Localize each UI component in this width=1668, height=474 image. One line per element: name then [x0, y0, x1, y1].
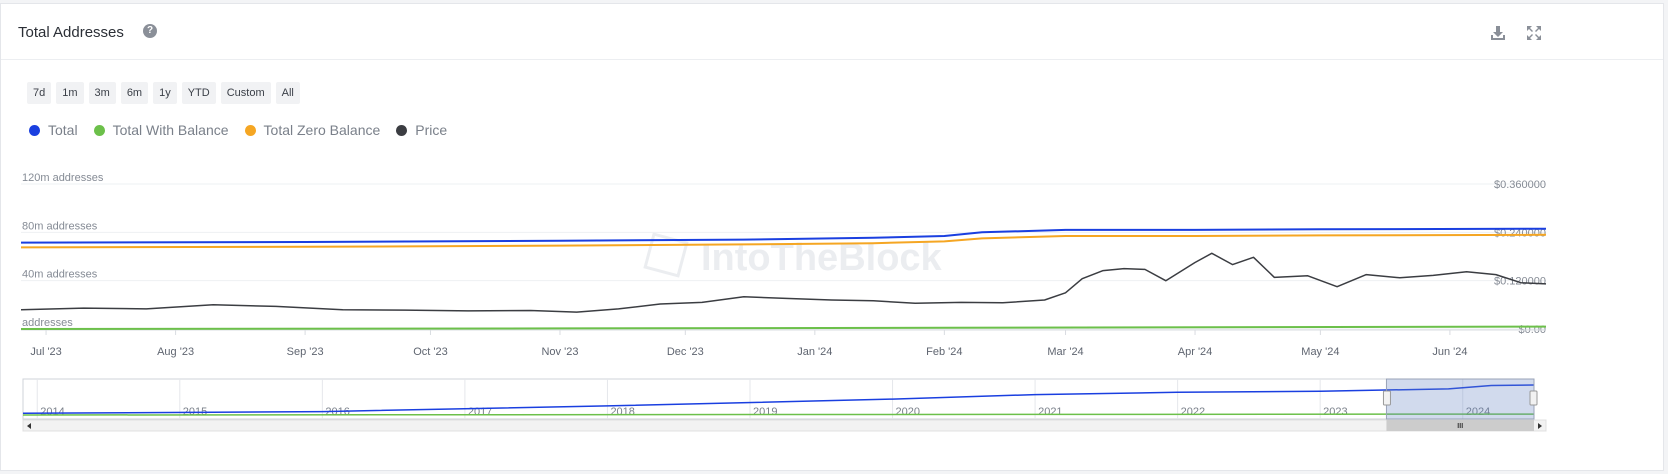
right-axis-tick-label: $0.360000 — [1494, 179, 1546, 191]
series-line-total-zero-balance — [20, 233, 1547, 249]
right-axis-tick-label: $0.240000 — [1494, 227, 1546, 239]
x-axis-tick-label: Jul '23 — [30, 346, 61, 358]
legend-label: Total With Balance — [112, 122, 229, 138]
navigator-year-label: 2020 — [896, 406, 920, 418]
left-axis-tick-label: addresses — [22, 317, 73, 329]
range-button-1y[interactable]: 1y — [153, 82, 177, 104]
navigator-balance-line — [22, 413, 1535, 416]
download-icon[interactable] — [1489, 24, 1507, 42]
legend-label: Total Zero Balance — [263, 122, 381, 138]
navigator-year-label: 2021 — [1038, 406, 1062, 418]
range-button-3m[interactable]: 3m — [88, 82, 116, 104]
navigator-year-label: 2023 — [1323, 406, 1347, 418]
navigator-year-label: 2022 — [1181, 406, 1205, 418]
legend-label: Price — [415, 122, 448, 138]
legend-marker — [29, 124, 40, 136]
series-line-price — [20, 252, 1547, 313]
range-button-all[interactable]: All — [275, 82, 300, 104]
left-axis-tick-label: 40m addresses — [22, 269, 98, 281]
scroll-right-arrow-icon[interactable] — [1538, 423, 1542, 429]
x-axis-tick-label: Jan '24 — [797, 346, 832, 358]
series-line-total-with-balance — [20, 325, 1547, 330]
left-axis-tick-label: 120m addresses — [22, 172, 104, 184]
x-axis-tick-label: Sep '23 — [287, 346, 324, 358]
fullscreen-icon[interactable] — [1525, 24, 1543, 42]
x-axis-tick-label: Oct '23 — [413, 346, 448, 358]
navigator-year-label: 2014 — [40, 406, 64, 418]
left-axis-tick-label: 80m addresses — [22, 220, 98, 232]
navigator-year-label: 2024 — [1466, 406, 1490, 418]
legend-label: Total — [48, 122, 78, 138]
range-button-ytd[interactable]: YTD — [181, 82, 216, 104]
legend-marker — [396, 124, 408, 136]
navigator-selection — [1385, 378, 1535, 420]
navigator-year-label: 2018 — [610, 406, 634, 418]
chart-card: Total Addresses ? 7d 1m 3m 6m 1y YTD Custom All… — [0, 3, 1664, 471]
x-axis-tick-label: Dec '23 — [667, 346, 704, 358]
card-title: Total Addresses — [18, 24, 124, 41]
range-button-7d[interactable]: 7d — [27, 82, 52, 104]
range-button-1m[interactable]: 1m — [56, 82, 84, 104]
watermark-logo-icon — [643, 232, 689, 278]
x-axis-tick-label: Mar '24 — [1047, 346, 1083, 358]
scroll-left-arrow-icon[interactable] — [27, 423, 31, 429]
legend-marker — [244, 124, 256, 136]
legend-item-price[interactable]: Price — [396, 122, 447, 138]
x-axis-tick-label: Feb '24 — [926, 346, 962, 358]
legend-marker — [93, 124, 105, 136]
x-axis-tick-label: May '24 — [1301, 346, 1339, 358]
navigator-right-handle[interactable] — [1529, 390, 1538, 406]
help-icon[interactable]: ? — [143, 24, 157, 38]
range-button-custom[interactable]: Custom — [220, 82, 271, 104]
range-selector: 7d 1m 3m 6m 1y YTD Custom All — [27, 82, 300, 104]
navigator-left-handle[interactable] — [1382, 390, 1391, 406]
legend-item-total[interactable]: Total — [29, 122, 78, 138]
x-axis-tick-label: Nov '23 — [541, 346, 578, 358]
series-line-total — [20, 227, 1547, 244]
x-axis-tick-label: Apr '24 — [1178, 346, 1213, 358]
navigator-frame — [22, 378, 1535, 420]
x-axis-tick-label: Aug '23 — [157, 346, 194, 358]
legend-item-total-zero-balance[interactable]: Total Zero Balance — [244, 122, 381, 138]
legend-item-total-with-balance[interactable]: Total With Balance — [93, 122, 229, 138]
navigator-year-label: 2019 — [753, 406, 777, 418]
card-header: Total Addresses ? — [1, 4, 1663, 60]
scrollbar-track[interactable] — [22, 419, 1547, 432]
navigator-total-line — [22, 384, 1535, 415]
chart-legend: Total Total With Balance Total Zero Balanc… — [29, 122, 447, 138]
x-axis-tick-label: Jun '24 — [1432, 346, 1467, 358]
range-button-6m[interactable]: 6m — [120, 82, 149, 104]
